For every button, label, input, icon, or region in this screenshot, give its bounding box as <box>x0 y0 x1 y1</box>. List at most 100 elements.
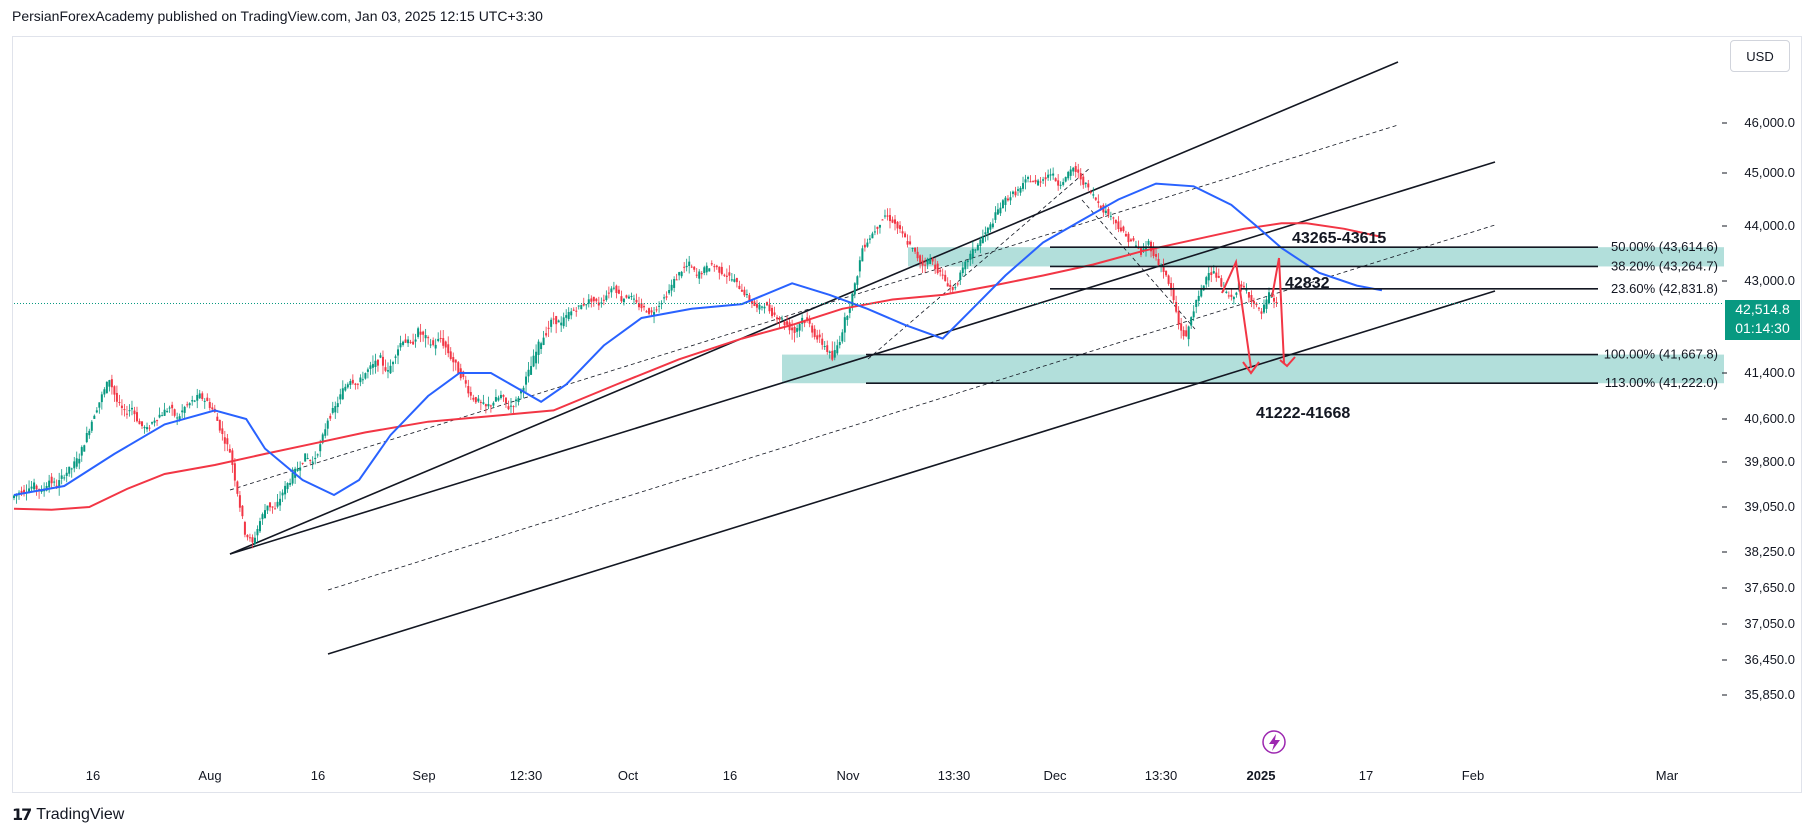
candle-body <box>1017 189 1019 191</box>
candle-body <box>688 261 691 266</box>
candle-body <box>580 305 583 310</box>
candle-body <box>658 305 661 307</box>
candle-body <box>894 219 897 224</box>
candle-body <box>648 308 651 314</box>
candle-body <box>397 349 400 356</box>
candle-body <box>1165 270 1168 276</box>
candle-body <box>1190 317 1193 326</box>
time-tick-label: 16 <box>86 768 100 783</box>
candle-body <box>301 462 304 464</box>
price-axis[interactable]: 46,000.0 45,000.0 44,000.0 43,000.0 41,400.0… <box>1722 115 1795 702</box>
candle-body <box>384 367 387 371</box>
candle-body <box>816 335 819 340</box>
candle-body <box>602 299 605 301</box>
candle-body <box>1265 299 1268 309</box>
candle-body <box>888 215 891 222</box>
candle-body <box>831 350 834 360</box>
candle-body <box>833 350 836 358</box>
candle-body <box>437 338 440 341</box>
candle-body <box>1092 194 1095 196</box>
price-tick-label: 41,400.0 <box>1744 365 1795 380</box>
candle-body <box>931 259 934 262</box>
ma-slow-line <box>13 222 1383 511</box>
candle-body <box>376 359 379 366</box>
forecast-arrowhead-2 <box>1279 356 1296 368</box>
candle-body <box>605 295 608 300</box>
candle-body <box>1077 169 1080 173</box>
candle-body <box>622 298 625 303</box>
candle-body <box>1062 182 1065 185</box>
candle-body <box>555 316 558 325</box>
candle-body <box>68 466 71 474</box>
candle-body <box>351 379 354 384</box>
candle-body <box>891 219 894 223</box>
candle-body <box>1089 192 1092 194</box>
candle-body <box>449 351 452 359</box>
candle-body <box>592 296 595 302</box>
candle-body <box>786 321 789 325</box>
candle-body <box>525 376 528 385</box>
candle-body <box>251 537 254 543</box>
currency-button[interactable]: USD <box>1730 40 1790 72</box>
candle-body <box>173 409 176 416</box>
candle-body <box>655 309 658 311</box>
lightning-icon[interactable] <box>1262 730 1286 754</box>
candle-body <box>826 345 829 353</box>
candle-body <box>961 267 964 274</box>
candle-body <box>1087 183 1090 188</box>
footer-brand[interactable]: 𝟭𝟳 TradingView <box>12 805 124 825</box>
candle-body <box>1032 181 1035 183</box>
candle-body <box>206 397 209 401</box>
candle-body <box>994 212 997 220</box>
candle-body <box>238 495 241 508</box>
candle-body <box>482 402 485 404</box>
candle-body <box>138 420 141 425</box>
candle-body <box>329 415 332 419</box>
candle-body <box>1097 201 1100 204</box>
candle-body <box>693 266 696 270</box>
candle-body <box>218 420 221 431</box>
candle-body <box>522 387 525 392</box>
candle-body <box>763 306 766 309</box>
candle-body <box>868 238 871 240</box>
candle-body <box>582 303 585 306</box>
candle-body <box>1117 221 1120 230</box>
candle-body <box>866 242 869 247</box>
candle-body <box>1114 219 1117 224</box>
candle-body <box>941 274 944 276</box>
candle-body <box>1210 272 1213 276</box>
candle-body <box>899 225 902 230</box>
candle-body <box>966 260 969 263</box>
time-tick-label: 12:30 <box>510 768 543 783</box>
candle-body <box>1042 179 1045 181</box>
candle-body <box>683 266 686 268</box>
candle-body <box>640 303 643 309</box>
time-tick-label: Dec <box>1043 768 1067 783</box>
time-tick-label: Aug <box>198 768 221 783</box>
candle-body <box>886 215 889 217</box>
candle-body <box>1054 178 1057 182</box>
candle-body <box>670 284 673 291</box>
candle-body <box>550 319 553 327</box>
candle-body <box>314 457 317 460</box>
candle-body <box>911 247 914 249</box>
candle-body <box>474 397 477 403</box>
footer-brand-label: TradingView <box>36 806 125 823</box>
candle-body <box>771 307 774 317</box>
candle-body <box>156 420 159 422</box>
candle-body <box>685 265 688 268</box>
price-tick-label: 36,450.0 <box>1744 652 1795 667</box>
candle-body <box>95 410 98 413</box>
candle-body <box>151 422 154 424</box>
channel-lines <box>229 61 1496 655</box>
candle-body <box>1200 288 1203 297</box>
forecast-arrow-drop-2 <box>1271 257 1285 364</box>
channel-middle <box>229 161 1496 555</box>
candle-body <box>464 380 467 384</box>
candle-body <box>964 261 967 270</box>
candle-body <box>274 508 277 510</box>
candle-body <box>1124 233 1127 237</box>
candle-body <box>675 279 678 281</box>
time-axis[interactable]: 16 Aug 16 Sep 12:30 Oct 16 Nov 13:30 Dec 13:30 2025… <box>86 768 1679 783</box>
